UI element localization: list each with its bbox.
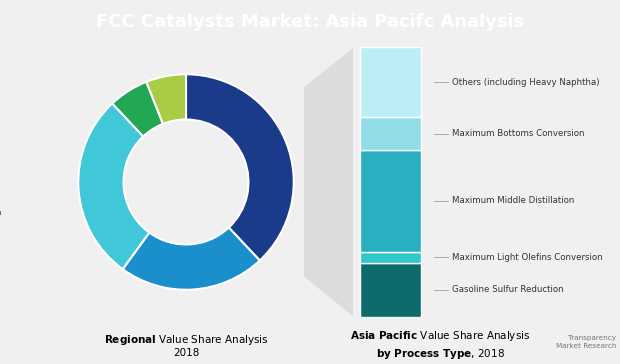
Text: Gasoline Sulfur Reduction: Gasoline Sulfur Reduction bbox=[452, 285, 564, 294]
Wedge shape bbox=[123, 228, 260, 290]
Bar bbox=[360, 252, 421, 263]
Text: FCC Catalysts Market: Asia Pacifc Analysis: FCC Catalysts Market: Asia Pacifc Analys… bbox=[96, 13, 524, 31]
Text: $\bf{Asia\ Pacific}$ Value Share Analysis: $\bf{Asia\ Pacific}$ Value Share Analysi… bbox=[350, 329, 530, 343]
Bar bbox=[360, 150, 421, 252]
Text: Transparency
Market Research: Transparency Market Research bbox=[556, 335, 616, 349]
Wedge shape bbox=[186, 74, 294, 261]
Text: Others (including Heavy Naphtha): Others (including Heavy Naphtha) bbox=[452, 78, 600, 87]
Text: $\bf{by\ Process\ Type}$, 2018: $\bf{by\ Process\ Type}$, 2018 bbox=[376, 347, 505, 361]
Text: Maximum Bottoms Conversion: Maximum Bottoms Conversion bbox=[452, 129, 585, 138]
Bar bbox=[360, 47, 421, 117]
Text: $\bf{Regional}$ Value Share Analysis
2018: $\bf{Regional}$ Value Share Analysis 201… bbox=[104, 333, 268, 359]
Bar bbox=[360, 117, 421, 150]
Text: Maximum Middle Distillation: Maximum Middle Distillation bbox=[452, 196, 574, 205]
Legend: North America, Europe, Asia Pacific, Latin America, Middle East & Africa: North America, Europe, Asia Pacific, Lat… bbox=[0, 147, 1, 217]
Wedge shape bbox=[112, 82, 163, 136]
Wedge shape bbox=[146, 74, 186, 124]
Bar bbox=[360, 263, 421, 317]
Wedge shape bbox=[78, 103, 149, 269]
Text: Maximum Light Olefins Conversion: Maximum Light Olefins Conversion bbox=[452, 253, 603, 262]
Polygon shape bbox=[304, 47, 353, 317]
